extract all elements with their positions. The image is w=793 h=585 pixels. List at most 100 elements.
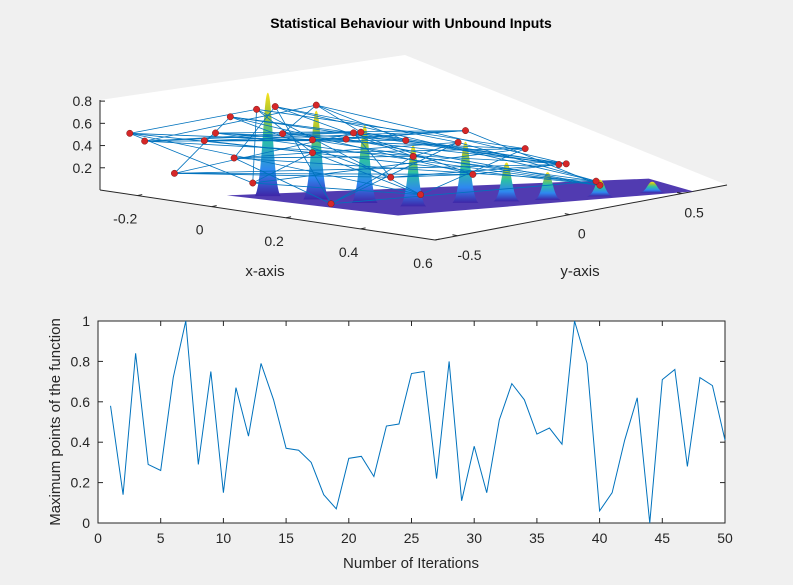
line-ticks: 0 5 10 15 20 25 30 35 40 45 50 0 0.2 0.4 0.6 0.8 1 bbox=[71, 313, 733, 546]
series-line bbox=[110, 320, 726, 524]
iterate-link bbox=[256, 108, 526, 150]
line-ylabel: Maximum points of the function bbox=[47, 318, 64, 526]
iterate-link bbox=[129, 132, 421, 196]
y-tick-label: 0.8 bbox=[71, 353, 91, 369]
x-tick-label: 35 bbox=[529, 530, 545, 546]
y-tick-label: 0.6 bbox=[71, 394, 91, 410]
iterate-link bbox=[330, 142, 459, 205]
x-tick-label: 45 bbox=[655, 530, 671, 546]
iterate-point bbox=[279, 130, 287, 138]
iterate-point bbox=[253, 105, 261, 113]
surface-ticks: 0.2 0.4 0.6 0.8 -0.2 0 0.2 0.4 0.6 -0.5 0 0.5 bbox=[73, 93, 704, 271]
iterate-link bbox=[275, 106, 459, 143]
iterate-link bbox=[316, 104, 567, 165]
y-tick-label: -0.5 bbox=[457, 247, 481, 263]
iterate-path bbox=[129, 104, 601, 205]
iterate-point bbox=[230, 154, 238, 162]
x-tick-mark bbox=[360, 227, 366, 230]
x-tick-label: -0.2 bbox=[113, 211, 137, 227]
iterate-link bbox=[234, 141, 459, 159]
x-tick-label: 10 bbox=[216, 530, 232, 546]
iterate-link bbox=[252, 109, 257, 184]
iterate-point bbox=[592, 177, 600, 185]
iterate-link bbox=[252, 182, 421, 196]
x-tick-label: 0 bbox=[94, 530, 102, 546]
iterate-point bbox=[226, 113, 234, 121]
iterate-link bbox=[174, 172, 391, 178]
iterate-link bbox=[390, 174, 473, 178]
iterate-link bbox=[230, 116, 559, 165]
line-axes-box bbox=[97, 320, 726, 524]
iterate-link bbox=[353, 132, 559, 165]
surface-peak bbox=[351, 125, 378, 203]
iterate-point bbox=[308, 136, 316, 144]
x-tick-label: 40 bbox=[592, 530, 608, 546]
surface-title: Statistical Behaviour with Unbound Input… bbox=[270, 15, 552, 31]
x-tick-label: 0.2 bbox=[264, 233, 284, 249]
x-tick-label: 0.4 bbox=[339, 244, 359, 260]
iterate-point bbox=[555, 161, 563, 168]
iterate-point bbox=[312, 101, 320, 109]
x-tick-label: 50 bbox=[717, 530, 733, 546]
iterate-point bbox=[350, 129, 357, 137]
surface-plot: Statistical Behaviour with Unbound Input… bbox=[73, 15, 728, 280]
iterate-link bbox=[275, 106, 414, 157]
iterate-link bbox=[129, 108, 257, 134]
z-tick-label: 0.2 bbox=[73, 160, 93, 176]
iterate-point bbox=[309, 149, 316, 157]
iterate-point bbox=[170, 169, 178, 177]
iterate-point bbox=[212, 129, 219, 137]
surface-peak bbox=[639, 181, 666, 193]
iterate-link bbox=[144, 131, 361, 142]
iterate-point bbox=[409, 152, 417, 160]
iterate-link bbox=[405, 140, 567, 165]
iterate-point bbox=[417, 191, 425, 199]
iterate-link bbox=[312, 148, 526, 154]
iterate-point bbox=[387, 173, 395, 181]
x-tick-label: 0.6 bbox=[413, 255, 433, 271]
iterate-link bbox=[215, 132, 600, 186]
y-tick-mark bbox=[676, 191, 683, 194]
iterate-point bbox=[271, 103, 279, 110]
iterate-link bbox=[346, 130, 466, 140]
iterate-points bbox=[126, 101, 604, 208]
line-xlabel: Number of Iterations bbox=[343, 555, 479, 572]
iterate-point bbox=[249, 179, 257, 187]
z-tick-label: 0.6 bbox=[73, 115, 93, 131]
x-axis-line bbox=[99, 189, 436, 241]
surface-peak bbox=[254, 92, 281, 197]
iterate-point bbox=[357, 128, 365, 136]
iterate-link bbox=[346, 138, 601, 186]
iterate-point bbox=[454, 138, 462, 146]
iterate-link bbox=[215, 130, 466, 134]
x-tick-label: 5 bbox=[157, 530, 165, 546]
iterate-link bbox=[174, 116, 231, 174]
line-plot: 0 5 10 15 20 25 30 35 40 45 50 0 0.2 0.4 0.6 0.8 1 Numbe… bbox=[47, 313, 733, 572]
iterate-link bbox=[413, 156, 597, 182]
iterate-link bbox=[204, 130, 466, 142]
surface-peak bbox=[534, 172, 561, 200]
iterate-link bbox=[457, 142, 597, 182]
iterate-link bbox=[316, 104, 406, 141]
y-tick-label: 0.5 bbox=[684, 204, 704, 220]
x-tick-mark bbox=[434, 238, 441, 241]
iterate-link bbox=[331, 180, 597, 205]
iterate-link bbox=[230, 116, 391, 178]
y-tick-label: 1 bbox=[82, 313, 90, 329]
iterate-link bbox=[275, 106, 597, 182]
iterate-link bbox=[472, 164, 559, 175]
iterate-point bbox=[126, 129, 134, 137]
iterate-point bbox=[402, 136, 410, 144]
y-axis-line bbox=[434, 184, 728, 241]
iterate-link bbox=[413, 142, 459, 157]
surface-peak bbox=[303, 110, 330, 200]
x-tick-mark bbox=[211, 205, 217, 208]
iterate-link bbox=[353, 132, 392, 178]
x-tick-mark bbox=[137, 194, 143, 197]
x-tick-label: 30 bbox=[466, 530, 482, 546]
y-tick-mark bbox=[452, 234, 458, 237]
y-tick-label: 0.4 bbox=[71, 434, 91, 450]
iterate-point bbox=[462, 127, 469, 135]
y-tick-label: 0 bbox=[578, 226, 586, 242]
